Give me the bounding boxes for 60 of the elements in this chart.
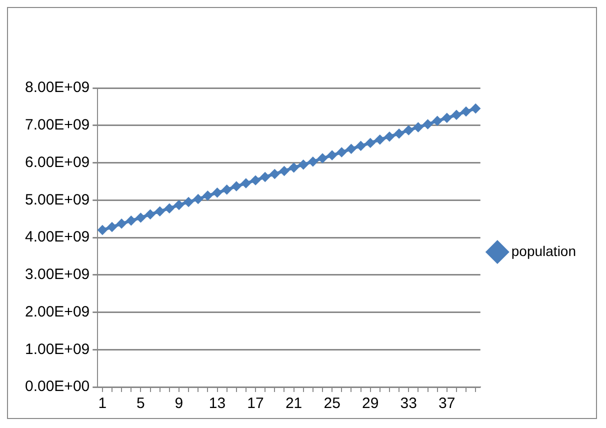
x-tick-label: 25 bbox=[324, 395, 340, 412]
point bbox=[318, 154, 328, 163]
point bbox=[212, 188, 222, 198]
x-tick-label: 33 bbox=[400, 395, 417, 412]
point bbox=[356, 141, 366, 150]
point bbox=[346, 144, 356, 154]
y-tick-label: 4.00E+09 bbox=[24, 228, 90, 246]
x-tick-label: 5 bbox=[136, 395, 145, 412]
point bbox=[174, 200, 184, 210]
y-tick-label: 1.00E+09 bbox=[24, 340, 90, 358]
point bbox=[394, 129, 404, 138]
point bbox=[232, 182, 241, 191]
x-tick-label: 29 bbox=[362, 395, 379, 412]
y-tick-label: 7.00E+09 bbox=[24, 116, 90, 134]
point bbox=[251, 176, 260, 185]
point bbox=[462, 107, 471, 116]
x-tick-label: 1 bbox=[98, 395, 107, 412]
point bbox=[471, 104, 480, 114]
point bbox=[423, 120, 432, 129]
point bbox=[366, 138, 375, 148]
point bbox=[222, 185, 232, 194]
y-tick-label: 0.00E+00 bbox=[24, 378, 90, 396]
x-tick-label: 21 bbox=[285, 395, 302, 412]
point bbox=[414, 122, 423, 132]
point bbox=[184, 197, 194, 206]
point bbox=[404, 126, 414, 135]
y-tick-label: 6.00E+09 bbox=[24, 154, 90, 171]
point bbox=[260, 172, 270, 182]
x-tick-label: 9 bbox=[174, 395, 184, 412]
x-tick-label: 37 bbox=[438, 395, 456, 412]
point bbox=[308, 157, 318, 166]
point bbox=[136, 213, 146, 222]
point bbox=[442, 113, 452, 122]
point bbox=[107, 222, 116, 232]
point bbox=[117, 219, 126, 228]
point bbox=[289, 163, 298, 172]
point bbox=[98, 226, 107, 235]
y-tick-label: 5.00E+09 bbox=[24, 191, 90, 208]
point bbox=[328, 150, 337, 160]
point bbox=[194, 194, 203, 204]
point bbox=[384, 132, 394, 142]
point bbox=[270, 169, 280, 178]
legend-label: population bbox=[511, 242, 576, 259]
point bbox=[241, 178, 250, 188]
point bbox=[146, 210, 155, 219]
point bbox=[280, 166, 289, 176]
y-tick-label: 2.00E+09 bbox=[24, 303, 90, 320]
point bbox=[337, 148, 346, 157]
point bbox=[432, 116, 442, 126]
point bbox=[375, 135, 384, 144]
point bbox=[126, 216, 136, 226]
point bbox=[452, 110, 461, 120]
point bbox=[164, 204, 174, 213]
x-tick-label: 13 bbox=[208, 395, 226, 412]
point bbox=[298, 160, 308, 170]
point bbox=[203, 191, 212, 200]
point bbox=[155, 206, 164, 216]
y-tick-label: 8.00E+09 bbox=[24, 79, 90, 96]
x-tick-label: 17 bbox=[247, 395, 264, 412]
y-tick-label: 3.00E+09 bbox=[24, 266, 90, 284]
